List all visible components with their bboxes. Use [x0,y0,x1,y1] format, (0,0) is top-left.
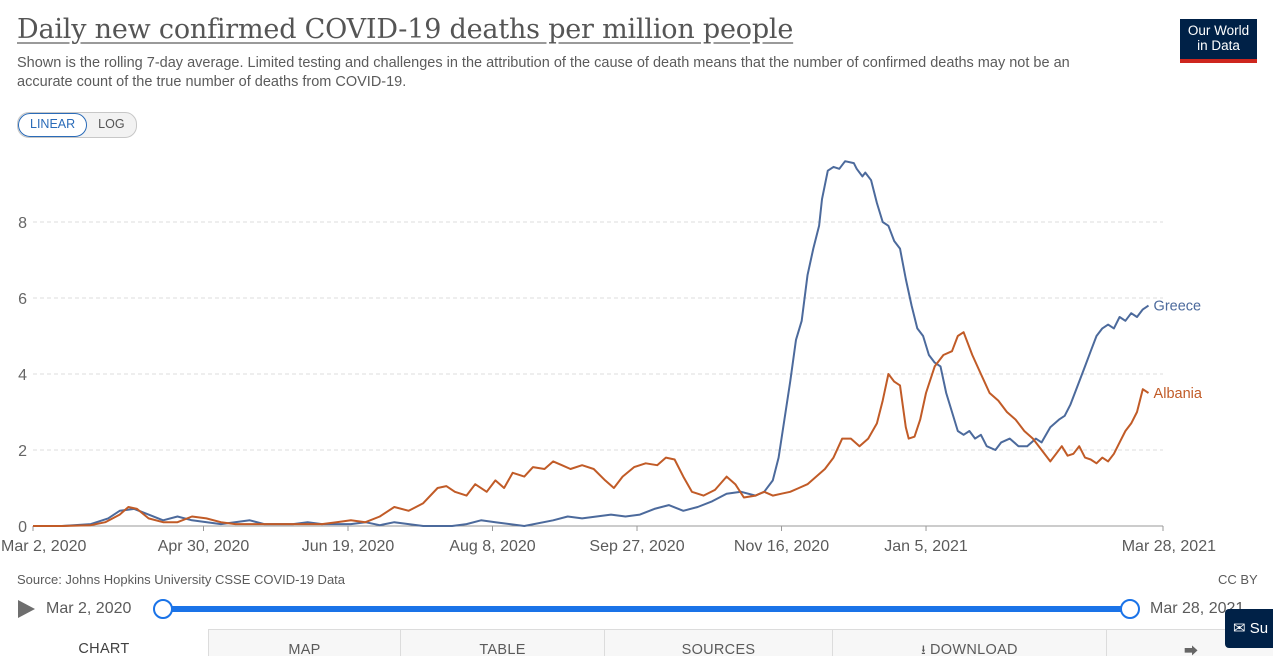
tab-download-label: DOWNLOAD [930,642,1018,658]
timeline-end-label: Mar 28, 2021 [1150,600,1245,617]
series-label-albania: Albania [1154,386,1203,402]
series-labels: Greece Albania [1154,299,1203,402]
series-label-greece: Greece [1154,299,1202,315]
linear-scale-button[interactable]: LINEAR [18,113,88,137]
y-tick-label: 0 [18,519,27,536]
y-tick-label: 2 [18,443,27,460]
log-scale-button[interactable]: LOG [98,117,125,131]
tab-bar: CHART MAP TABLE SOURCES ⭳ DOWNLOAD [0,629,1273,658]
timeline-start-handle[interactable] [153,599,173,619]
source-link[interactable]: Source: Johns Hopkins University CSSE CO… [17,572,346,587]
scale-toggle: LINEAR LOG [17,112,137,138]
tab-map[interactable]: MAP [208,629,400,658]
x-tick-label: Nov 16, 2020 [734,538,829,555]
tab-chart-label: CHART [78,641,130,657]
owid-logo[interactable]: Our World in Data [1180,19,1257,63]
download-icon: ⭳ [921,642,927,657]
series-line-greece [33,160,1150,527]
gridlines [33,221,1163,451]
x-tick-label: Sep 27, 2020 [589,538,684,555]
timeline-end-handle[interactable] [1120,599,1140,619]
y-tick-label: 4 [18,367,27,384]
timeline-start-label: Mar 2, 2020 [46,600,132,617]
tab-map-label: MAP [288,642,321,658]
x-tick-label: Apr 30, 2020 [158,538,250,555]
x-tick-label: Aug 8, 2020 [449,538,535,555]
tab-table-label: TABLE [479,642,526,658]
axes: 0 2 4 6 8 Mar 2, 2020 Apr 30, 2020 Jun 19, 2020… [1,215,1216,555]
share-icon[interactable]: ⮕ [1184,643,1198,659]
tab-sources-label: SOURCES [681,642,756,658]
timeline-track[interactable] [162,606,1130,612]
tab-table[interactable]: TABLE [400,629,604,658]
play-icon[interactable] [18,600,35,618]
x-tick-label: Mar 2, 2020 [1,538,86,555]
y-tick-label: 8 [18,215,27,232]
license-link[interactable]: CC BY [1218,572,1258,587]
chart-title[interactable]: Daily new confirmed COVID-19 deaths per … [17,14,794,45]
tab-sources[interactable]: SOURCES [604,629,832,658]
subscribe-label: Su [1249,620,1269,637]
chart-subtitle: Shown is the rolling 7-day average. Limi… [17,55,1070,90]
series-lines [33,160,1150,527]
y-tick-label: 6 [18,291,27,308]
line-chart: 0 2 4 6 8 Mar 2, 2020 Apr 30, 2020 Jun 19, 2020… [1,160,1216,555]
subscribe-button[interactable]: ✉ Su [1225,609,1273,648]
email-icon: ✉ [1233,620,1246,637]
tab-download[interactable]: ⭳ DOWNLOAD [832,629,1106,658]
logo-line-1: Our World [1187,23,1250,38]
x-tick-label: Jun 19, 2020 [302,538,395,555]
logo-line-2: in Data [1197,38,1240,53]
series-line-albania [33,331,1150,527]
x-tick-label: Jan 5, 2021 [884,538,968,555]
tab-chart[interactable]: CHART [0,629,208,657]
x-tick-label: Mar 28, 2021 [1122,538,1216,555]
